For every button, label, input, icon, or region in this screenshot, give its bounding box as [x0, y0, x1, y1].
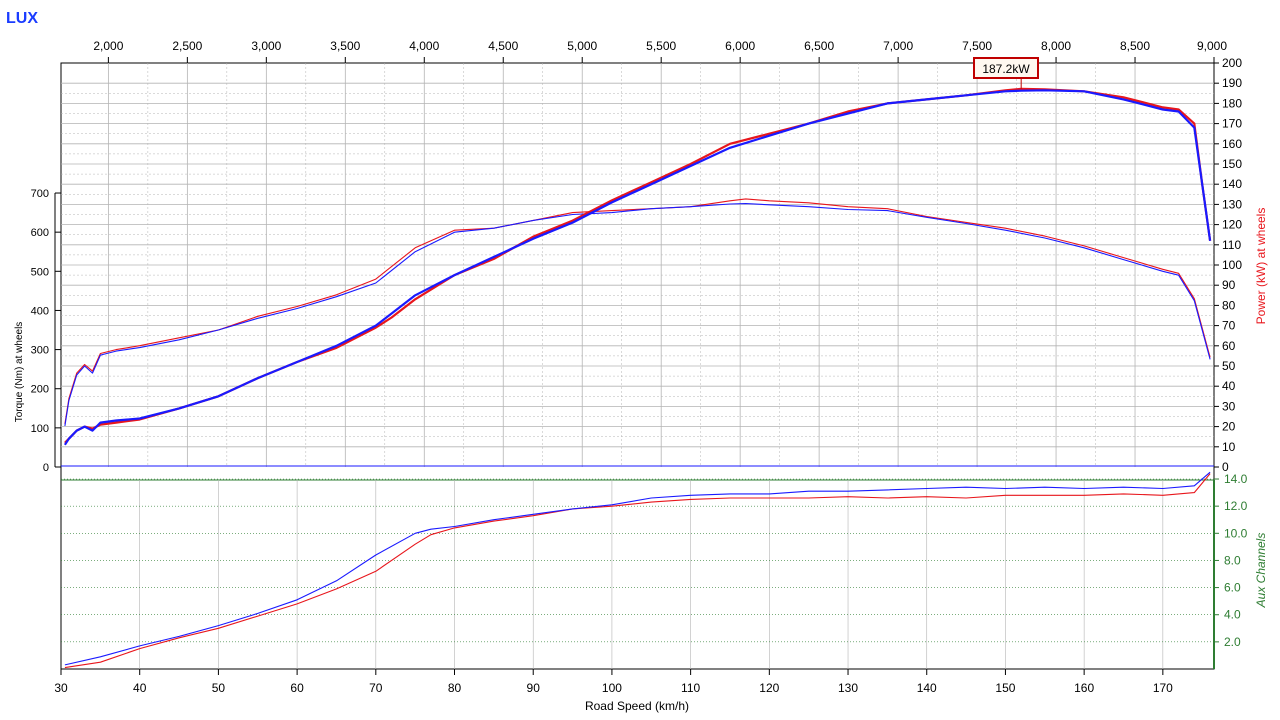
power-tick-label: 60: [1222, 339, 1236, 353]
aux-tick-label: 6.0: [1224, 581, 1241, 595]
rpm-tick-label: 4,000: [409, 39, 439, 53]
power-tick-label: 70: [1222, 319, 1236, 333]
torque-tick-label: 0: [43, 462, 49, 474]
main-grid: [61, 63, 1214, 467]
power-tick-label: 120: [1222, 218, 1242, 232]
power-series-blue: [63, 89, 1212, 446]
torque-series-red: [64, 198, 1211, 424]
power-tick-label: 130: [1222, 197, 1242, 211]
speed-tick-label: 90: [527, 681, 541, 695]
aux-tick-label: 10.0: [1224, 526, 1248, 540]
speed-tick-label: 130: [838, 681, 858, 695]
rpm-tick-label: 6,000: [725, 39, 755, 53]
speed-tick-label: 60: [290, 681, 304, 695]
torque-series-blue: [64, 203, 1211, 426]
torque-tick-label: 200: [31, 384, 49, 396]
rpm-tick-label: 4,500: [488, 39, 518, 53]
rpm-tick-label: 6,500: [804, 39, 834, 53]
speed-tick-label: 110: [681, 681, 700, 695]
power-tick-label: 160: [1222, 137, 1242, 151]
torque-tick-label: 500: [31, 266, 49, 278]
aux-series-blue: [64, 471, 1211, 666]
power-tick-label: 200: [1222, 56, 1242, 70]
peak-label-text: 187.2kW: [982, 62, 1030, 76]
rpm-tick-label: 7,000: [883, 39, 913, 53]
aux-tick-label: 12.0: [1224, 499, 1248, 513]
peak-label-box: [973, 57, 1039, 79]
power-tick-label: 180: [1222, 96, 1242, 110]
aux-grid: [61, 478, 1214, 669]
speed-tick-label: 120: [759, 681, 779, 695]
torque-tick-label: 100: [31, 423, 49, 435]
power-tick-label: 110: [1222, 238, 1241, 252]
power-axis-ticks: 0 10 20 30 40 50 60 70 80 90 100 110 120 130 140 150 160…: [1214, 56, 1242, 474]
power-tick-label: 40: [1222, 379, 1236, 393]
speed-tick-label: 100: [602, 681, 622, 695]
aux-axis-ticks: 2.0 4.0 6.0 8.0 10.0 12.0 14.0: [1213, 472, 1248, 669]
speed-tick-label: 80: [448, 681, 462, 695]
power-tick-label: 170: [1222, 117, 1242, 131]
power-tick-label: 100: [1222, 258, 1242, 272]
speed-tick-label: 160: [1074, 681, 1094, 695]
aux-tick-label: 8.0: [1224, 553, 1241, 567]
rpm-tick-label: 3,000: [251, 39, 281, 53]
rpm-tick-label: 9,000: [1197, 39, 1227, 53]
power-tick-label: 150: [1222, 157, 1242, 171]
speed-axis-ticks: 30 40 50 60 70 80 90 100 110 120 130 140 150 160 170: [54, 669, 1173, 695]
power-tick-label: 190: [1222, 76, 1242, 90]
speed-tick-label: 50: [212, 681, 226, 695]
speed-tick-label: 140: [917, 681, 937, 695]
speed-tick-label: 30: [54, 681, 68, 695]
rpm-tick-label: 5,500: [646, 39, 676, 53]
power-tick-label: 80: [1222, 298, 1236, 312]
rpm-tick-label: 8,500: [1120, 39, 1150, 53]
speed-tick-label: 150: [995, 681, 1015, 695]
aux-tick-label: 2.0: [1224, 635, 1241, 649]
speed-tick-label: 40: [133, 681, 147, 695]
speed-tick-label: 70: [369, 681, 383, 695]
aux-tick-label: 14.0: [1224, 472, 1248, 486]
rpm-tick-label: 2,500: [172, 39, 202, 53]
aux-tick-label: 4.0: [1224, 608, 1241, 622]
rpm-tick-label: 3,500: [330, 39, 360, 53]
series-lines: [63, 87, 1212, 669]
rpm-tick-label: 2,000: [93, 39, 123, 53]
peak-annotation: 187.2kW: [973, 57, 1039, 89]
power-tick-label: 30: [1222, 399, 1236, 413]
aux-series-red: [64, 473, 1211, 669]
x-axis-label: Road Speed (km/h): [585, 699, 689, 713]
torque-axis-ticks: 0 100 200 300 400 500 600 700: [31, 188, 61, 474]
power-series-red: [64, 87, 1212, 444]
torque-axis-label: Torque (Nm) at wheels: [14, 322, 25, 423]
rpm-tick-label: 7,500: [962, 39, 992, 53]
power-tick-label: 0: [1222, 460, 1229, 474]
torque-tick-label: 700: [31, 188, 49, 200]
torque-tick-label: 600: [31, 227, 49, 239]
torque-tick-label: 400: [31, 305, 49, 317]
aux-axis-label: Aux Channels: [1254, 533, 1268, 609]
power-tick-label: 20: [1222, 420, 1236, 434]
torque-tick-label: 300: [31, 345, 49, 357]
app-title: LUX: [6, 10, 38, 27]
power-tick-label: 10: [1222, 440, 1236, 454]
rpm-axis-ticks: 2,000 2,500 3,000 3,500 4,000 4,500 5,000 5,500…: [93, 39, 1227, 63]
power-axis-label: Power (kW) at wheels: [1254, 208, 1268, 325]
speed-tick-label: 170: [1153, 681, 1173, 695]
power-tick-label: 140: [1222, 177, 1242, 191]
rpm-tick-label: 8,000: [1041, 39, 1071, 53]
power-tick-label: 90: [1222, 278, 1236, 292]
power-tick-label: 50: [1222, 359, 1236, 373]
rpm-tick-label: 5,000: [567, 39, 597, 53]
